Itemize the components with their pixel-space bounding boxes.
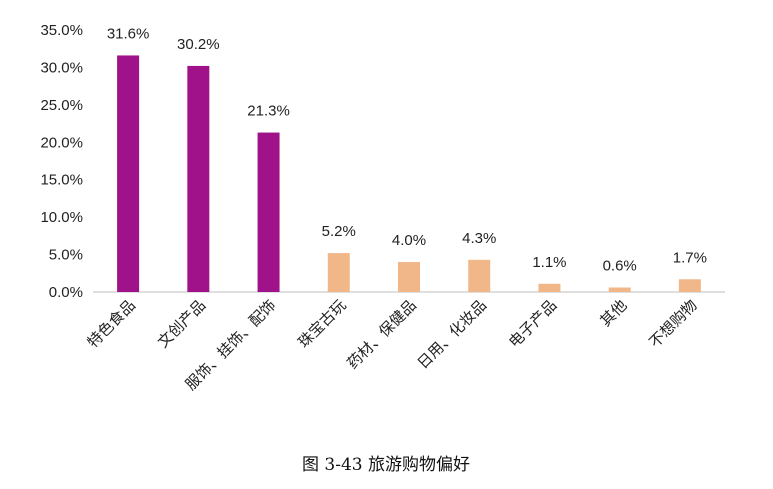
- y-tick-label: 5.0%: [49, 247, 83, 264]
- bar: [678, 279, 701, 292]
- data-label: 1.7%: [673, 249, 707, 266]
- category-label: 珠宝古玩: [294, 296, 349, 351]
- data-label: 4.3%: [462, 230, 496, 247]
- bar: [117, 55, 140, 292]
- y-tick-label: 10.0%: [40, 209, 83, 226]
- bar: [468, 259, 491, 292]
- data-labels: 31.6% 30.2% 21.3% 5.2% 4.0% 4.3% 1.1% 0.6% 1.7%: [107, 25, 707, 274]
- y-tick-label: 25.0%: [40, 97, 83, 114]
- y-tick-label: 30.0%: [40, 59, 83, 76]
- category-label: 不想购物: [646, 296, 701, 351]
- y-tick-label: 35.0%: [40, 22, 83, 39]
- category-label: 文创产品: [154, 296, 209, 351]
- data-label: 0.6%: [603, 258, 637, 275]
- data-label: 30.2%: [177, 36, 220, 53]
- bar: [538, 283, 561, 292]
- category-label: 特色食品: [84, 296, 139, 351]
- y-tick-label: 0.0%: [49, 284, 83, 301]
- data-label: 1.1%: [532, 254, 566, 271]
- data-label: 5.2%: [322, 223, 356, 240]
- bar: [257, 132, 280, 292]
- category-label: 其他: [597, 296, 631, 330]
- category-label: 日用、化妆品: [414, 296, 490, 372]
- bar: [187, 65, 210, 292]
- bar: [327, 253, 350, 292]
- y-tick-label: 20.0%: [40, 134, 83, 151]
- y-tick-label: 15.0%: [40, 172, 83, 189]
- data-label: 31.6%: [107, 25, 150, 42]
- bar: [608, 287, 631, 292]
- figure-caption: 图 3-43 旅游购物偏好: [302, 455, 470, 475]
- y-axis-ticks: 0.0% 5.0% 10.0% 15.0% 20.0% 25.0% 30.0% 35.0%: [40, 22, 83, 301]
- data-label: 4.0%: [392, 232, 426, 249]
- category-label: 电子产品: [505, 296, 560, 351]
- category-label: 药材、保健品: [343, 296, 419, 372]
- bar: [398, 262, 420, 292]
- bars: [117, 55, 701, 292]
- data-label: 21.3%: [247, 103, 290, 120]
